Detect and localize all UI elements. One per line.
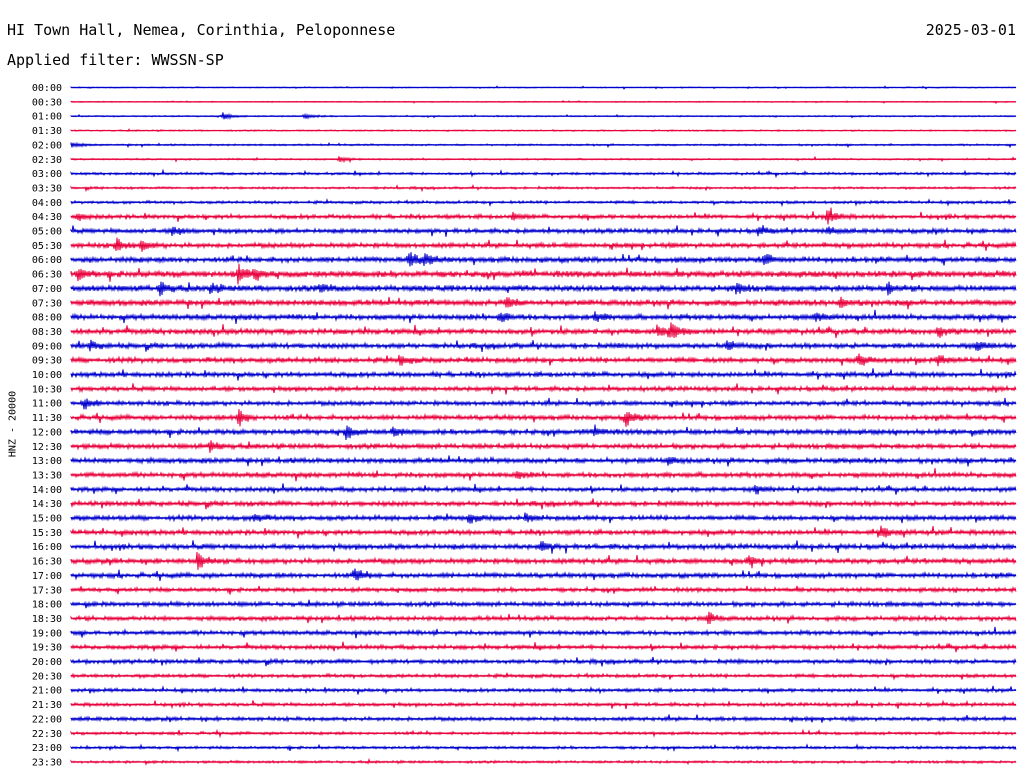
trace-line <box>70 322 1017 339</box>
row-time-label: 05:00 <box>32 227 62 238</box>
row-time-label: 21:30 <box>32 700 62 711</box>
row-time-label: 10:00 <box>32 370 62 381</box>
row-time-label: 23:00 <box>32 743 62 754</box>
row-time-label: 15:00 <box>32 514 62 525</box>
row-time-label: 08:00 <box>32 313 62 324</box>
row-time-label: 09:30 <box>32 356 62 367</box>
row-time-label: 07:30 <box>32 298 62 309</box>
row-time-label: 07:00 <box>32 284 62 295</box>
row-time-label: 18:30 <box>32 614 62 625</box>
row-time-label: 01:00 <box>32 112 62 123</box>
row-time-label: 02:00 <box>32 140 62 151</box>
row-time-label: 03:30 <box>32 183 62 194</box>
row-time-label: 19:30 <box>32 643 62 654</box>
row-time-label: 16:00 <box>32 542 62 553</box>
applied-filter-label: Applied filter: WWSSN-SP <box>7 51 224 69</box>
trace-line <box>70 568 1017 581</box>
row-time-label: 16:30 <box>32 557 62 568</box>
row-time-label: 03:00 <box>32 169 62 180</box>
row-time-label: 14:30 <box>32 499 62 510</box>
row-time-label: 21:00 <box>32 686 62 697</box>
row-time-label: 05:30 <box>32 241 62 252</box>
trace-line <box>70 585 1017 595</box>
row-time-label: 00:00 <box>32 83 62 94</box>
row-time-label: 02:30 <box>32 155 62 166</box>
row-time-label: 12:30 <box>32 442 62 453</box>
row-time-label: 04:00 <box>32 198 62 209</box>
row-time-label: 10:30 <box>32 384 62 395</box>
row-time-label: 17:00 <box>32 571 62 582</box>
row-time-label: 14:00 <box>32 485 62 496</box>
trace-line <box>70 237 1017 252</box>
row-time-label: 18:00 <box>32 600 62 611</box>
row-time-label: 09:00 <box>32 341 62 352</box>
row-time-label: 22:30 <box>32 729 62 740</box>
row-time-label: 13:30 <box>32 470 62 481</box>
row-time-label: 20:30 <box>32 671 62 682</box>
row-time-label: 11:30 <box>32 413 62 424</box>
row-time-label: 15:30 <box>32 528 62 539</box>
row-time-label: 04:30 <box>32 212 62 223</box>
row-time-label: 00:30 <box>32 97 62 108</box>
row-time-label: 13:00 <box>32 456 62 467</box>
row-time-label: 12:00 <box>32 427 62 438</box>
trace-rows <box>70 85 1017 766</box>
trace-line <box>70 551 1017 570</box>
row-time-label: 23:30 <box>32 757 62 768</box>
chart-date: 2025-03-01 <box>925 21 1016 39</box>
row-time-label: 11:00 <box>32 399 62 410</box>
row-time-label: 08:30 <box>32 327 62 338</box>
row-time-label: 17:30 <box>32 585 62 596</box>
row-labels: 00:00 00:30 01:00 01:30 02:00 02:30 03:00 03:30… <box>32 83 62 768</box>
row-time-label: 06:30 <box>32 270 62 281</box>
chart-title: HI Town Hall, Nemea, Corinthia, Peloponn… <box>7 21 396 39</box>
row-time-label: 01:30 <box>32 126 62 137</box>
row-time-label: 22:00 <box>32 714 62 725</box>
row-time-label: 06:00 <box>32 255 62 266</box>
row-time-label: 20:00 <box>32 657 62 668</box>
row-time-label: 19:00 <box>32 628 62 639</box>
